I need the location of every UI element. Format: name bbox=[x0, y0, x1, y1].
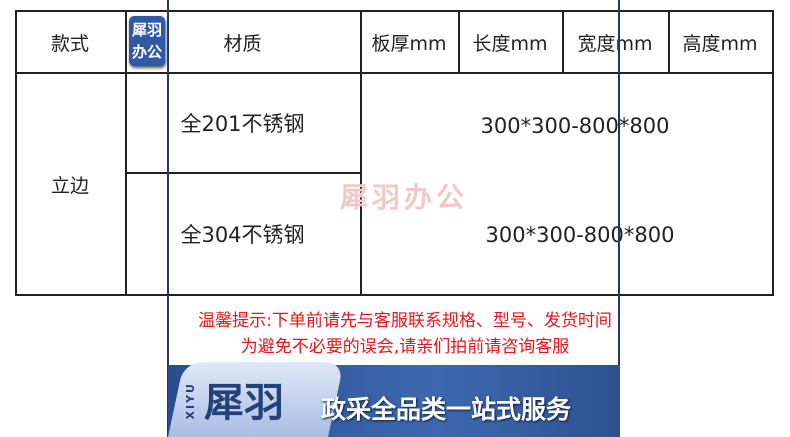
header-length: 长度mm bbox=[472, 32, 548, 55]
table-border bbox=[562, 10, 564, 74]
badge-line2: 办公 bbox=[131, 43, 162, 61]
table-border bbox=[15, 72, 774, 74]
header-style: 款式 bbox=[50, 32, 89, 55]
header-width: 宽度mm bbox=[577, 32, 653, 55]
table-border bbox=[668, 10, 670, 74]
material-cell: 全201不锈钢 bbox=[180, 112, 305, 136]
header-height: 高度mm bbox=[682, 32, 758, 55]
table-border bbox=[360, 10, 362, 296]
size-cell: 300*300-800*800 bbox=[480, 114, 670, 138]
table-border bbox=[15, 294, 774, 296]
table-border bbox=[125, 172, 361, 174]
brand-name: 犀羽 bbox=[204, 380, 284, 426]
table-border bbox=[125, 10, 127, 296]
table-border bbox=[458, 10, 460, 74]
brand-latin: XIYU bbox=[184, 382, 197, 420]
header-material: 材质 bbox=[223, 32, 262, 55]
table-border bbox=[772, 10, 774, 296]
notice-line2: 为避免不必要的误会,请亲们拍前请咨询客服 bbox=[240, 337, 570, 357]
table-border bbox=[15, 10, 774, 12]
watermark: 犀羽办公 bbox=[340, 181, 469, 214]
style-cell: 立边 bbox=[50, 174, 89, 197]
size-cell: 300*300-800*800 bbox=[485, 223, 675, 247]
table-border bbox=[15, 10, 17, 296]
material-cell: 全304不锈钢 bbox=[180, 223, 305, 247]
brand-badge: 犀羽 办公 bbox=[129, 16, 165, 66]
badge-line1: 犀羽 bbox=[131, 21, 162, 39]
slogan: 政采全品类一站式服务 bbox=[321, 395, 572, 424]
notice-line1: 温馨提示:下单前请先与客服联系规格、型号、发货时间 bbox=[198, 311, 612, 331]
header-thickness: 板厚mm bbox=[371, 32, 447, 55]
